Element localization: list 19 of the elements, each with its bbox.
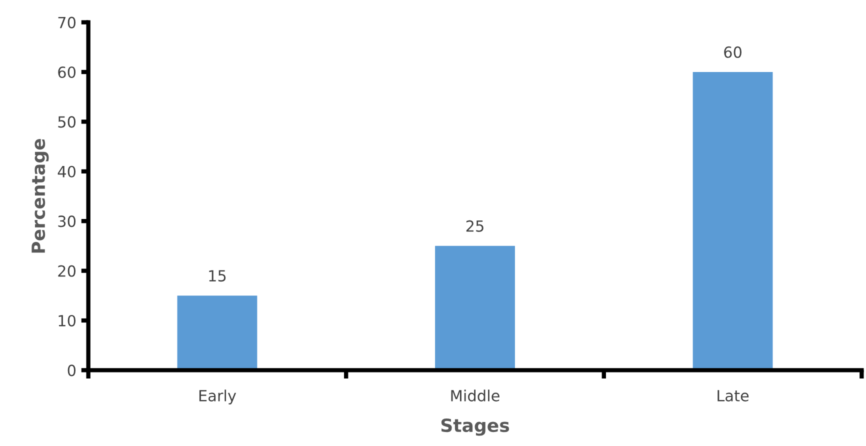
y-tick-label: 40 <box>58 166 76 178</box>
y-tick-label: 20 <box>58 265 76 277</box>
bar <box>692 72 773 370</box>
x-tick-label: Middle <box>451 390 500 402</box>
y-axis-title: Percentage <box>32 139 49 253</box>
data-label: 15 <box>209 270 226 282</box>
y-tick-label: 70 <box>58 16 76 28</box>
data-label: 60 <box>724 46 742 58</box>
y-tick-label: 30 <box>58 216 76 228</box>
bar <box>177 296 258 370</box>
y-tick-label: 50 <box>58 116 76 128</box>
data-label: 25 <box>466 220 484 232</box>
bar <box>435 246 515 370</box>
x-tick-label: Early <box>199 390 236 404</box>
y-tick-label: 0 <box>68 364 76 376</box>
x-tick-label: Late <box>718 390 749 402</box>
x-axis-title: Stages <box>441 418 510 436</box>
y-tick-label: 60 <box>58 66 76 78</box>
y-tick-label: 10 <box>58 314 76 327</box>
